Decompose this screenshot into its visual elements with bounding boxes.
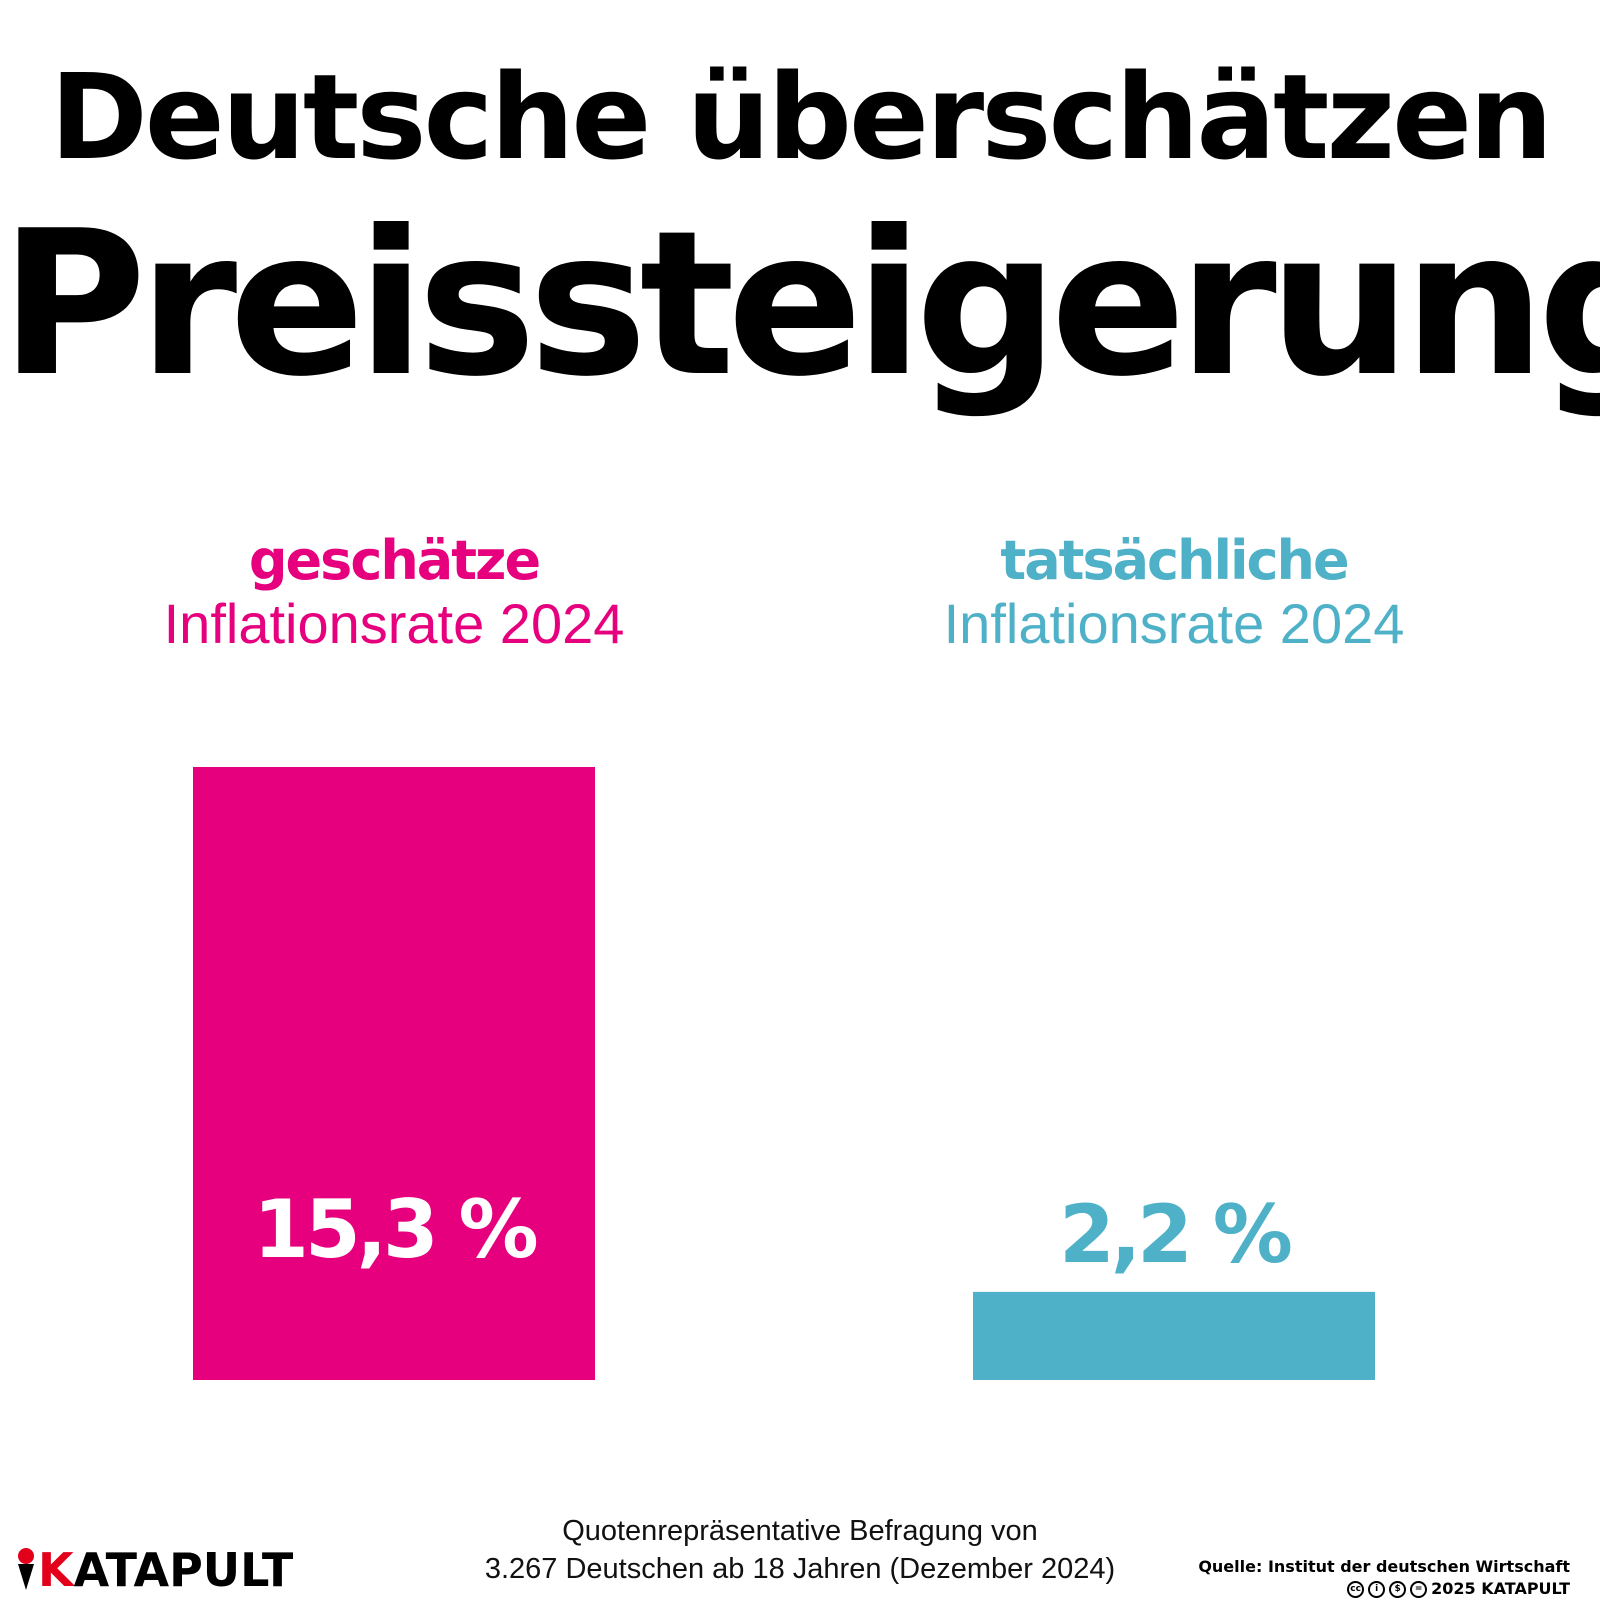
category-emphasis-estimated: geschätze — [248, 529, 541, 592]
catapult-icon — [18, 1548, 34, 1590]
title-line-2: Preissteigerung — [0, 188, 1600, 421]
survey-note: Quotenrepräsentative Befragung von 3.267… — [400, 1512, 1200, 1588]
category-emphasis-actual: tatsächliche — [1000, 529, 1349, 592]
value-label-estimated: 15,3 % — [253, 1183, 536, 1276]
category-sublabel-actual: Inflationsrate 2024 — [943, 592, 1405, 655]
title-line-1: Deutsche überschätzen — [49, 48, 1553, 186]
source-block: Quelle: Institut der deutschen Wirtschaf… — [1198, 1556, 1570, 1600]
cc-icon: cc — [1347, 1580, 1365, 1598]
katapult-logo: KATAPULT — [14, 1546, 293, 1594]
category-sublabel-estimated: Inflationsrate 2024 — [163, 592, 625, 655]
copyright-text: 2025 KATAPULT — [1431, 1579, 1570, 1598]
value-label-actual: 2,2 % — [1059, 1188, 1291, 1281]
nc-icon: $ — [1389, 1580, 1407, 1598]
bar-actual — [973, 1291, 1375, 1380]
survey-note-line-2: 3.267 Deutschen ab 18 Jahren (Dezember 2… — [484, 1553, 1116, 1585]
by-icon: i — [1368, 1580, 1386, 1598]
nd-icon: = — [1410, 1580, 1428, 1598]
category-label-actual: tatsächliche Inflationsrate 2024 — [824, 530, 1524, 656]
license-row: cc i $ = 2025 KATAPULT — [1198, 1578, 1570, 1600]
bar-estimated — [193, 767, 595, 1380]
category-label-estimated: geschätze Inflationsrate 2024 — [44, 530, 744, 656]
logo-wordmark: KATAPULT — [38, 1543, 294, 1597]
survey-note-line-1: Quotenrepräsentative Befragung von — [562, 1515, 1038, 1547]
source-text: Quelle: Institut der deutschen Wirtschaf… — [1198, 1557, 1570, 1576]
